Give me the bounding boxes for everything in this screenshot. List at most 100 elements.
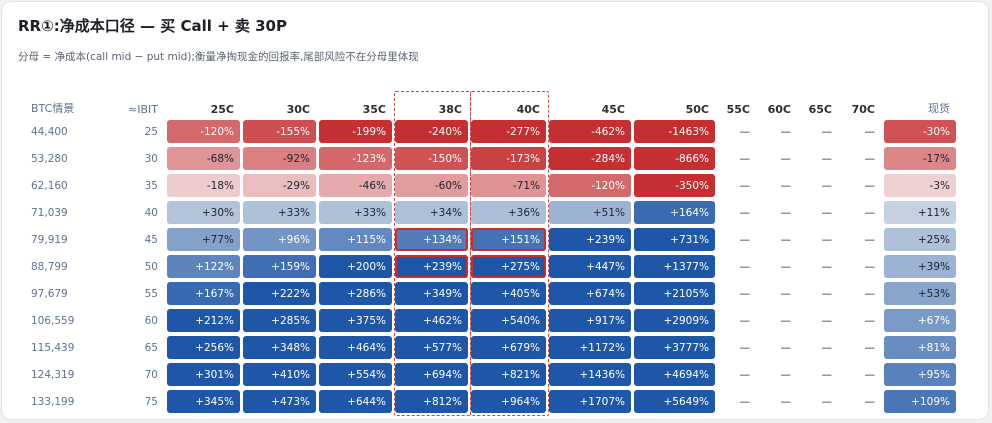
btc-scenario-cell: 106,559: [31, 314, 75, 327]
spot-return-cell: -30%: [884, 120, 956, 143]
ibit-price-cell: 70: [144, 368, 158, 381]
ibit-price-cell: 25: [144, 125, 158, 138]
return-cell: —: [780, 125, 792, 138]
ibit-price-cell: 60: [144, 314, 158, 327]
return-cell: +821%: [471, 363, 546, 386]
return-cell: +200%: [319, 255, 392, 278]
return-cell: +375%: [319, 309, 392, 332]
return-cell: -462%: [549, 120, 631, 143]
return-cell: -173%: [471, 147, 546, 170]
header-ibit: ≈IBIT: [128, 103, 158, 116]
return-cell: +3777%: [634, 336, 715, 359]
return-cell: —: [821, 233, 833, 246]
return-cell: +96%: [243, 228, 316, 251]
return-cell: —: [739, 314, 751, 327]
return-cell: —: [864, 368, 876, 381]
return-cell: +275%: [471, 255, 546, 278]
return-cell: —: [780, 314, 792, 327]
return-cell: +577%: [395, 336, 468, 359]
return-cell: -277%: [471, 120, 546, 143]
return-cell: —: [739, 260, 751, 273]
return-cell: —: [821, 260, 833, 273]
return-cell: -350%: [634, 174, 715, 197]
table-row: 88,799 50 +122% +159% +200% +239% +275% +447% +1…: [25, 255, 956, 278]
return-cell: +473%: [243, 390, 316, 413]
table-row: 71,039 40 +30% +33% +33% +34% +36% +51% +164% — — —…: [25, 201, 956, 224]
return-cell: +410%: [243, 363, 316, 386]
return-cell: +256%: [167, 336, 240, 359]
return-cell: —: [864, 314, 876, 327]
return-cell: -92%: [243, 147, 316, 170]
ibit-price-cell: 40: [144, 206, 158, 219]
header-strike: 60C: [767, 103, 791, 116]
return-cell: +167%: [167, 282, 240, 305]
return-cell: +122%: [167, 255, 240, 278]
header-strike: 55C: [726, 103, 750, 116]
return-cell: +33%: [243, 201, 316, 224]
table-row: 97,679 55 +167% +222% +286% +349% +405% +674% +2…: [25, 282, 956, 305]
return-cell: +4694%: [634, 363, 715, 386]
header-strike: 35C: [362, 103, 386, 116]
return-cell: +5649%: [634, 390, 715, 413]
spot-return-cell: +39%: [884, 255, 956, 278]
return-cell: +462%: [395, 309, 468, 332]
return-cell: —: [780, 152, 792, 165]
return-cell: +812%: [395, 390, 468, 413]
btc-scenario-cell: 97,679: [31, 287, 68, 300]
btc-scenario-cell: 88,799: [31, 260, 68, 273]
ibit-price-cell: 45: [144, 233, 158, 246]
header-spot: 现货: [928, 102, 950, 115]
ibit-price-cell: 50: [144, 260, 158, 273]
spot-return-cell: +53%: [884, 282, 956, 305]
return-cell: +34%: [395, 201, 468, 224]
return-cell: +1436%: [549, 363, 631, 386]
return-cell: —: [821, 152, 833, 165]
return-cell: -284%: [549, 147, 631, 170]
return-cell: +164%: [634, 201, 715, 224]
return-cell: —: [780, 206, 792, 219]
return-cell: —: [739, 125, 751, 138]
page-title: RR①:净成本口径 — 买 Call + 卖 30P: [18, 17, 287, 35]
return-cell: +33%: [319, 201, 392, 224]
return-cell: +554%: [319, 363, 392, 386]
return-cell: —: [864, 395, 876, 408]
return-cell: +674%: [549, 282, 631, 305]
return-cell: -150%: [395, 147, 468, 170]
return-cell: +464%: [319, 336, 392, 359]
btc-scenario-cell: 71,039: [31, 206, 68, 219]
spot-return-cell: +95%: [884, 363, 956, 386]
header-strike-highlight: 38C: [438, 103, 462, 116]
ibit-price-cell: 55: [144, 287, 158, 300]
return-cell: -29%: [243, 174, 316, 197]
return-cell: -71%: [471, 174, 546, 197]
table-row: 133,199 75 +345% +473% +644% +812% +964% +1707%…: [25, 390, 956, 413]
header-strike-highlight: 40C: [516, 103, 540, 116]
ibit-price-cell: 35: [144, 179, 158, 192]
header-row: BTC情景 ≈IBIT 25C 30C 35C 38C 40C 45C 50C …: [25, 92, 956, 116]
return-cell: —: [864, 152, 876, 165]
return-cell: +2909%: [634, 309, 715, 332]
return-cell: +964%: [471, 390, 546, 413]
return-cell: +1172%: [549, 336, 631, 359]
return-cell: +405%: [471, 282, 546, 305]
return-cell: +285%: [243, 309, 316, 332]
return-cell: +51%: [549, 201, 631, 224]
header-strike: 25C: [210, 103, 234, 116]
return-cell: —: [821, 368, 833, 381]
spot-return-cell: +11%: [884, 201, 956, 224]
return-cell: +239%: [549, 228, 631, 251]
return-cell: +159%: [243, 255, 316, 278]
return-cell: —: [821, 179, 833, 192]
return-cell: +30%: [167, 201, 240, 224]
return-cell: +345%: [167, 390, 240, 413]
return-cell: —: [864, 206, 876, 219]
return-cell: -46%: [319, 174, 392, 197]
ibit-price-cell: 65: [144, 341, 158, 354]
return-cell: -120%: [549, 174, 631, 197]
return-cell: +301%: [167, 363, 240, 386]
return-cell: +212%: [167, 309, 240, 332]
page-subtitle: 分母 = 净成本(call mid − put mid);衡量净掏现金的回报率,…: [18, 51, 419, 63]
spot-return-cell: -3%: [884, 174, 956, 197]
return-cell: +694%: [395, 363, 468, 386]
return-cell: -18%: [167, 174, 240, 197]
